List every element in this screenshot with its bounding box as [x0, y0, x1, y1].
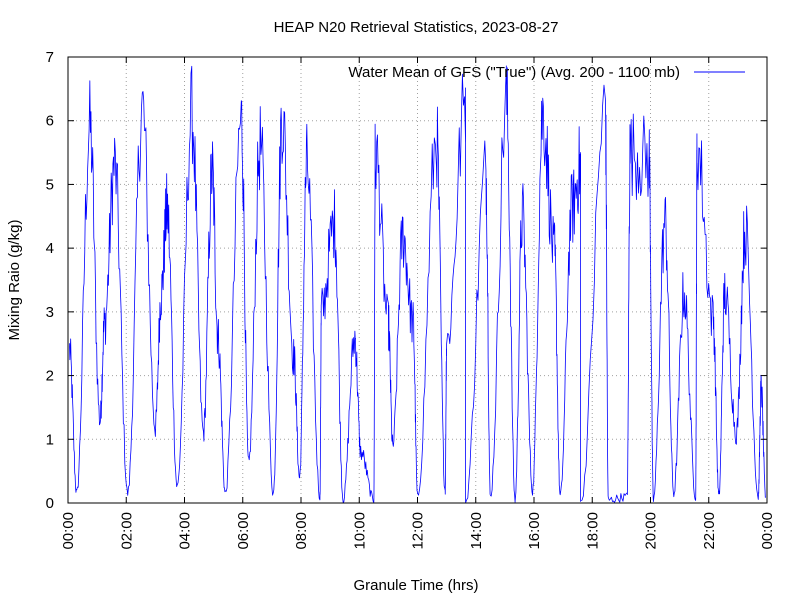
axis-ticks	[67, 56, 768, 504]
x-axis-label: Granule Time (hrs)	[353, 577, 478, 594]
y-tick-label: 6	[46, 113, 54, 130]
y-tick-label: 1	[46, 431, 54, 448]
x-tick-label: 06:00	[235, 512, 252, 550]
y-tick-labels: 0 1 2 3 4 5 6 7	[46, 49, 54, 512]
y-tick-label: 5	[46, 176, 54, 193]
x-tick-label: 20:00	[643, 512, 660, 550]
y-tick-label: 3	[46, 304, 54, 321]
x-tick-label: 00:00	[759, 512, 776, 550]
x-tick-label: 14:00	[468, 512, 485, 550]
legend: Water Mean of GFS ("True") (Avg. 200 - 1…	[348, 64, 745, 81]
legend-label: Water Mean of GFS ("True") (Avg. 200 - 1…	[348, 64, 680, 81]
grid-lines	[68, 57, 767, 503]
x-tick-label: 18:00	[584, 512, 601, 550]
x-tick-label: 10:00	[351, 512, 368, 550]
series-layer	[69, 65, 766, 504]
series-line	[69, 65, 766, 504]
x-tick-label: 08:00	[293, 512, 310, 550]
x-tick-label: 02:00	[118, 512, 135, 550]
y-tick-label: 7	[46, 49, 54, 66]
x-tick-label: 00:00	[60, 512, 77, 550]
y-axis-label: Mixing Raio (g/kg)	[6, 220, 23, 341]
x-tick-label: 04:00	[177, 512, 194, 550]
chart-title: HEAP N20 Retrieval Statistics, 2023-08-2…	[274, 19, 559, 36]
x-tick-label: 16:00	[526, 512, 543, 550]
x-tick-labels: 00:00 02:00 04:00 06:00 08:00 10:00 12:00 14:00…	[60, 512, 776, 550]
plot-frame	[67, 56, 768, 504]
x-tick-label: 22:00	[701, 512, 718, 550]
y-tick-label: 2	[46, 368, 54, 385]
y-tick-label: 4	[46, 240, 54, 257]
y-tick-label: 0	[46, 495, 54, 512]
x-tick-label: 12:00	[410, 512, 427, 550]
